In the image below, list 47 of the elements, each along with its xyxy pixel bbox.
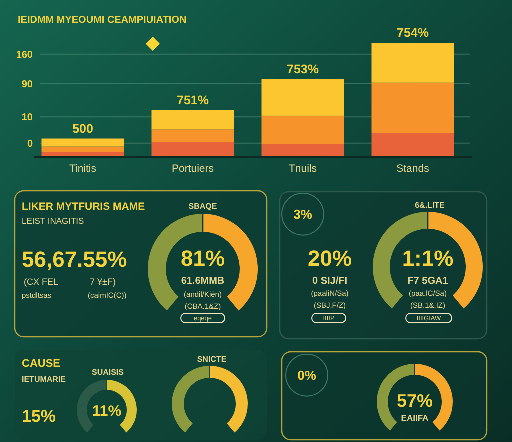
x-tick-label: Tnuils <box>288 163 318 175</box>
text: 81% <box>180 246 226 271</box>
text: 90 <box>22 80 34 91</box>
text: 3% <box>294 207 313 222</box>
annotation: 754% <box>397 26 429 40</box>
text: IETUMARIE <box>22 375 67 384</box>
text: LEIST INAGITIS <box>22 216 85 226</box>
text: 15% <box>22 407 56 426</box>
bar <box>262 116 344 144</box>
x-tick-label: Stands <box>396 163 430 175</box>
bar <box>42 146 124 152</box>
bar <box>152 142 234 157</box>
bar <box>262 79 344 116</box>
text: 20% <box>308 246 352 271</box>
text: 160 <box>16 50 34 61</box>
annotation: 753% <box>287 62 319 76</box>
text: 0 SIJ/FI <box>312 276 348 287</box>
text: F7 5GA1 <box>408 276 449 287</box>
x-tick-label: Portuiers <box>172 163 214 175</box>
text: LIKER MYTFURIS MAME <box>22 201 146 213</box>
text: 11% <box>92 403 122 420</box>
chart-title: SNICTE <box>197 355 228 364</box>
chart-title: 6&.LITE <box>415 201 446 210</box>
text: (CX FEL <box>24 277 59 287</box>
bar <box>262 144 344 157</box>
bar <box>372 43 454 83</box>
annotation: 751% <box>177 93 209 108</box>
text: 10 <box>22 112 34 124</box>
text: 56,67.55% <box>22 247 128 272</box>
text: 57% <box>396 391 434 411</box>
chart-title: SUAISIS <box>92 368 125 377</box>
text: 61.6MMB <box>181 276 225 287</box>
text: 1:1% <box>402 246 454 271</box>
chart-title: SBAQE <box>188 202 218 211</box>
text: EAIIFA <box>401 413 429 423</box>
text: 0 <box>27 138 34 150</box>
bar <box>372 82 454 134</box>
text: CAUSE <box>22 358 61 370</box>
bar <box>372 133 454 157</box>
chart-title: IEIDMM MYEOUMI CEAMPIUIATION <box>18 15 187 26</box>
bar <box>152 110 234 130</box>
text: 7 ¥±F) <box>90 277 116 287</box>
text: 0% <box>298 368 317 383</box>
x-tick-label: Tinitis <box>69 163 97 175</box>
bar <box>42 138 124 147</box>
annotation: 500 <box>72 122 94 136</box>
bar <box>152 130 234 142</box>
